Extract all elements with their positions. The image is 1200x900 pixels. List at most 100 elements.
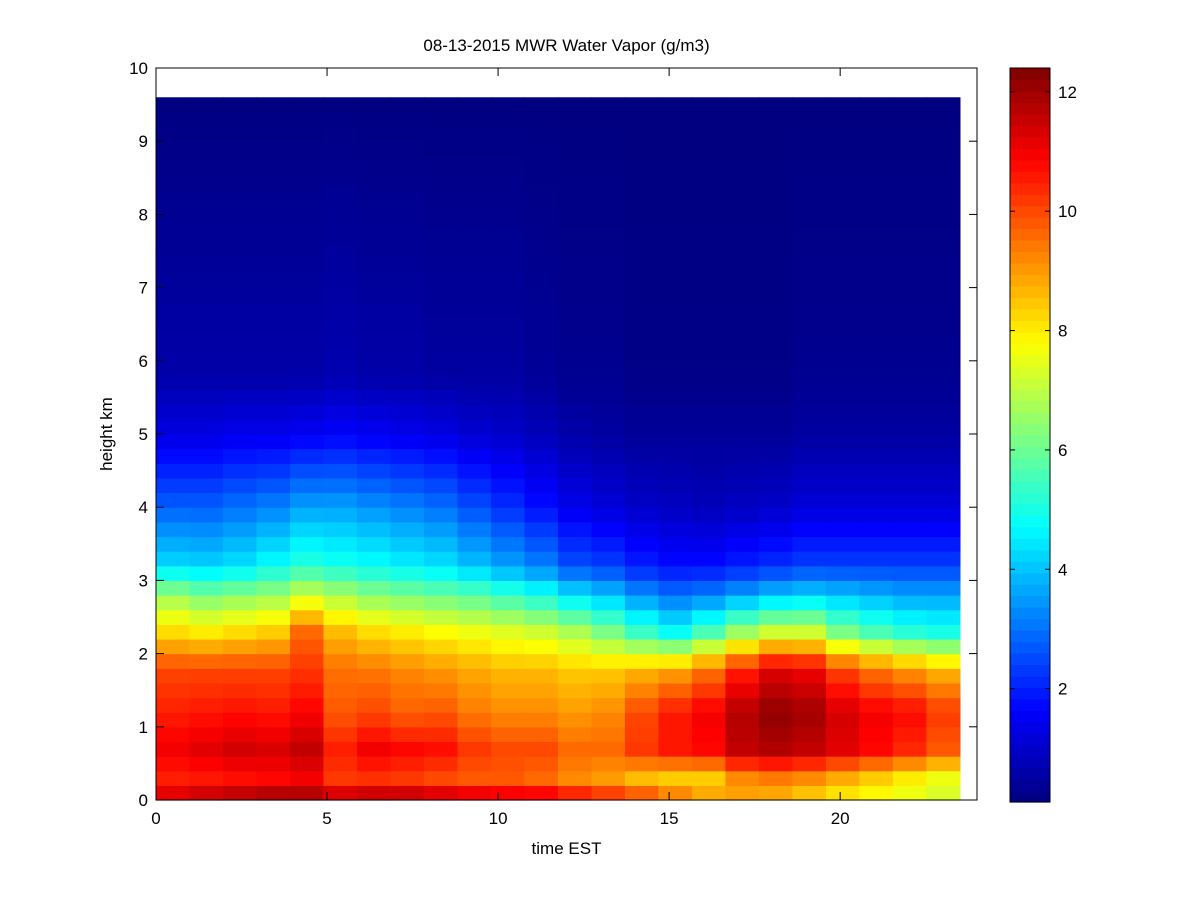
heatmap-cell <box>356 419 392 435</box>
heatmap-cell <box>289 199 325 215</box>
heatmap-cell <box>859 111 894 128</box>
colorbar-swatch <box>1010 561 1050 574</box>
heatmap-cell <box>892 302 927 318</box>
heatmap-cell <box>289 141 325 157</box>
heatmap-cell <box>624 390 660 406</box>
heatmap-cell <box>356 770 392 786</box>
heatmap-cell <box>490 770 526 786</box>
heatmap-cell <box>490 697 526 713</box>
heatmap-cell <box>658 785 693 801</box>
heatmap-cell <box>624 492 660 508</box>
heatmap-cell <box>557 287 593 303</box>
heatmap-cell <box>457 507 492 523</box>
heatmap-cell <box>356 434 392 450</box>
heatmap-cell <box>423 229 459 245</box>
heatmap-cell <box>591 331 626 347</box>
heatmap-cell <box>725 434 760 450</box>
heatmap-cell <box>591 258 626 274</box>
heatmap-cell <box>825 653 861 669</box>
colorbar-swatch <box>1010 457 1050 471</box>
heatmap-cell <box>524 448 559 464</box>
x-tick-label: 20 <box>831 809 850 828</box>
heatmap-cell <box>457 477 492 494</box>
heatmap-cell <box>725 609 760 625</box>
heatmap-cell <box>591 536 626 552</box>
heatmap-cell <box>926 756 961 772</box>
heatmap-cell <box>725 287 760 303</box>
heatmap-cell <box>189 477 224 494</box>
heatmap-cell <box>524 229 559 245</box>
heatmap-cell <box>691 595 727 611</box>
heatmap-cell <box>289 111 325 128</box>
heatmap-cell <box>490 375 526 391</box>
heatmap-cell <box>490 624 526 640</box>
heatmap-cell <box>423 492 459 508</box>
colorbar-swatch <box>1010 618 1050 631</box>
heatmap-cell <box>256 712 291 728</box>
heatmap-cell <box>256 141 291 157</box>
heatmap-cell <box>256 682 291 699</box>
heatmap-cell <box>691 287 727 303</box>
heatmap-cell <box>557 521 593 538</box>
heatmap-cell <box>323 97 358 113</box>
heatmap-cell <box>792 170 827 186</box>
heatmap-cell <box>323 697 358 713</box>
heatmap-cell <box>892 434 927 450</box>
heatmap-cell <box>390 111 425 128</box>
heatmap-cell <box>825 155 861 172</box>
heatmap-cell <box>825 419 861 435</box>
heatmap-cell <box>758 360 794 377</box>
heatmap-cell <box>390 97 425 113</box>
heatmap-cell <box>390 712 425 728</box>
heatmap-cell <box>725 316 760 333</box>
colorbar-swatch <box>1010 446 1050 459</box>
heatmap-cell <box>725 390 760 406</box>
heatmap-cell <box>457 214 492 230</box>
heatmap-cell <box>926 624 961 640</box>
heatmap-cell <box>758 287 794 303</box>
heatmap-cell <box>222 741 258 757</box>
heatmap-cell <box>624 214 660 230</box>
heatmap-cell <box>825 199 861 215</box>
heatmap-cell <box>926 448 961 464</box>
heatmap-cell <box>457 141 492 157</box>
heatmap-cell <box>859 595 894 611</box>
heatmap-cell <box>557 492 593 508</box>
heatmap-cell <box>792 536 827 552</box>
heatmap-cell <box>390 609 425 625</box>
heatmap-cell <box>457 551 492 567</box>
heatmap-cell <box>892 507 927 523</box>
heatmap-cell <box>658 346 693 362</box>
heatmap-cell <box>490 653 526 669</box>
heatmap-cell <box>792 551 827 567</box>
heatmap-cell <box>624 448 660 464</box>
heatmap-cell <box>289 97 325 113</box>
heatmap-cell <box>189 448 224 464</box>
heatmap-cell <box>725 126 760 142</box>
heatmap-cell <box>926 609 961 625</box>
colorbar-swatch <box>1010 240 1050 253</box>
heatmap-cell <box>390 229 425 245</box>
heatmap-cell <box>725 272 760 289</box>
heatmap-cell <box>591 346 626 362</box>
heatmap-cell <box>390 316 425 333</box>
heatmap-cell <box>356 785 392 801</box>
heatmap-cell <box>658 756 693 772</box>
heatmap-cell <box>859 155 894 172</box>
heatmap-cell <box>423 331 459 347</box>
heatmap-cell <box>256 536 291 552</box>
heatmap-cell <box>859 360 894 377</box>
heatmap-cell <box>189 375 224 391</box>
heatmap-cell <box>892 741 927 757</box>
heatmap-cell <box>758 551 794 567</box>
colorbar-swatch <box>1010 698 1050 711</box>
heatmap-cell <box>390 419 425 435</box>
heatmap-cell <box>892 580 927 596</box>
heatmap-cell <box>323 316 358 333</box>
heatmap-cell <box>758 185 794 201</box>
heatmap-cell <box>189 624 224 640</box>
heatmap-cell <box>859 726 894 743</box>
heatmap-cell <box>457 668 492 684</box>
heatmap-cell <box>323 565 358 581</box>
heatmap-cell <box>390 155 425 172</box>
